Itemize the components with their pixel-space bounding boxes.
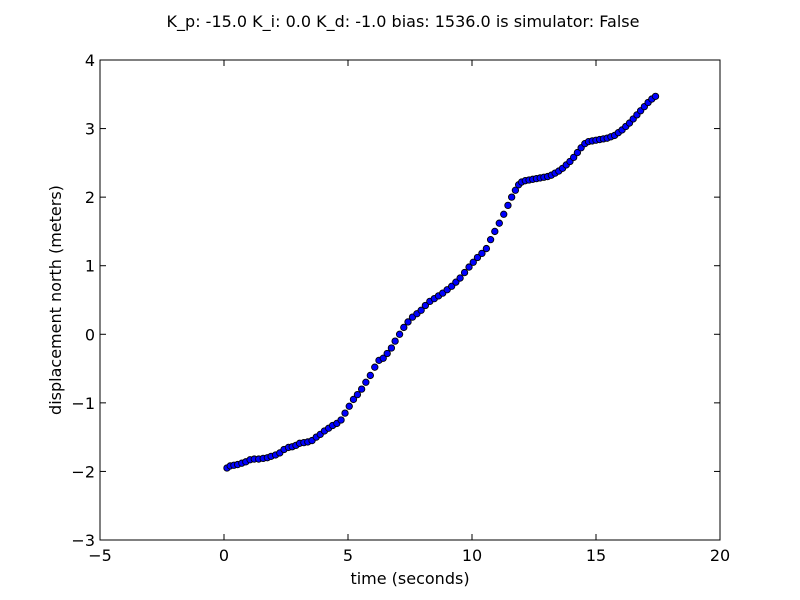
data-point — [387, 344, 396, 352]
data-point — [337, 416, 345, 424]
y-tick-label: 0 — [85, 325, 95, 344]
data-point — [400, 323, 408, 332]
data-point — [357, 385, 366, 393]
data-point — [469, 258, 477, 266]
x-axis-label: time (seconds) — [350, 569, 469, 588]
data-point — [395, 330, 404, 338]
x-tick-label: −5 — [88, 546, 112, 565]
data-point — [651, 92, 660, 100]
data-point — [383, 349, 391, 358]
x-tick-label: 0 — [219, 546, 229, 565]
y-tick-label: −2 — [71, 462, 95, 481]
data-point — [404, 318, 412, 326]
data-point — [508, 193, 516, 201]
data-points — [223, 92, 660, 472]
y-tick-label: 1 — [85, 257, 95, 276]
x-tick-label: 20 — [710, 546, 730, 565]
y-tick-label: −1 — [71, 394, 95, 413]
data-point — [495, 219, 503, 227]
data-point — [417, 306, 425, 314]
data-point — [478, 249, 486, 258]
data-point — [482, 244, 491, 253]
chart-title: K_p: -15.0 K_i: 0.0 K_d: -1.0 bias: 1536… — [167, 12, 640, 32]
y-tick-label: 2 — [85, 188, 95, 207]
data-point — [456, 274, 464, 282]
data-point — [491, 227, 499, 236]
data-point — [379, 354, 387, 362]
data-point — [366, 371, 374, 380]
data-point — [345, 402, 353, 410]
y-tick-label: 3 — [85, 120, 95, 139]
data-point — [349, 395, 358, 404]
x-tick-label: 15 — [586, 546, 606, 565]
data-point — [460, 268, 469, 277]
data-point — [391, 337, 399, 345]
y-axis-label: displacement north (meters) — [46, 185, 65, 415]
data-point — [486, 236, 495, 244]
data-point — [362, 378, 370, 386]
data-point — [473, 253, 482, 262]
data-point — [353, 390, 362, 399]
plot-frame — [99, 59, 721, 541]
x-tick-label: 10 — [462, 546, 482, 565]
data-point — [504, 201, 512, 210]
data-point — [570, 153, 578, 162]
y-tick-label: −3 — [71, 531, 95, 550]
data-point — [371, 363, 379, 371]
data-point — [465, 263, 473, 271]
data-point — [341, 409, 349, 417]
axis-ticks: −5 0 5 10 15 20 −3 −2 −1 0 1 2 3 4 — [71, 51, 730, 565]
data-point — [421, 301, 430, 310]
y-tick-label: 4 — [85, 51, 95, 70]
data-point — [511, 186, 520, 194]
data-point — [573, 148, 582, 157]
x-tick-label: 5 — [343, 546, 353, 565]
data-point — [500, 210, 508, 218]
